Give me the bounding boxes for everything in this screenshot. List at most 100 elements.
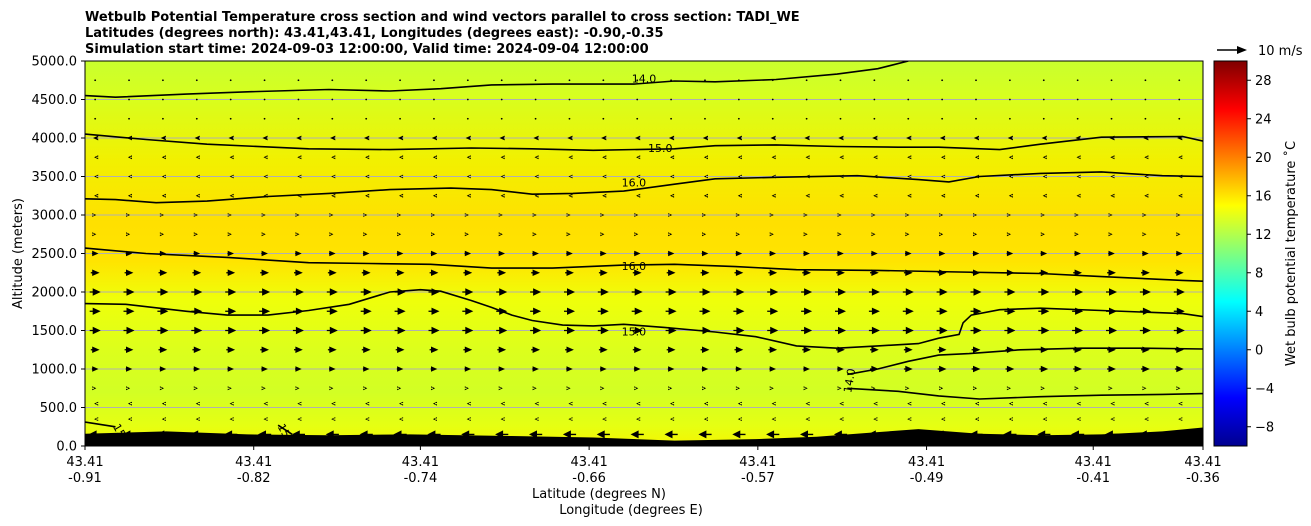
wind-vector [128,79,130,82]
wind-vector [632,269,642,276]
x-tick-lon-label-7: -0.36 [1186,471,1220,486]
wind-vector [1076,174,1081,179]
wind-vector [195,79,198,82]
wind-vector [431,135,437,141]
wind-vector [123,288,135,296]
wind-vector [159,366,167,372]
wind-vector [91,366,99,372]
contour-line-6 [847,387,1203,400]
wind-vector [394,326,406,335]
wind-vector [534,155,539,160]
wind-vector [360,326,372,335]
wind-vector [564,307,575,315]
wind-vector [873,417,878,421]
wind-vector [260,269,269,276]
wind-vector [500,79,503,82]
wind-vector [399,98,401,101]
wind-vector [767,307,779,315]
wind-vector [399,174,404,179]
y-tick-label-9: 4500.0 [32,93,78,108]
wind-vector [1110,174,1115,179]
wind-vector [195,174,200,179]
wind-vector [331,174,336,179]
wind-vector [564,326,575,335]
wind-vector [89,326,101,335]
wind-vector [399,193,404,198]
plot-area: 14.0 15.0 16.0 16.0 15.0 14.0 15 15 [85,61,1203,446]
wind-vector [633,366,641,372]
wind-vector [1076,417,1081,421]
wind-vector [568,117,571,120]
wind-vector [937,269,947,276]
wind-vector [668,232,673,237]
wind-vector [1176,386,1181,391]
colorbar-tick-label-0: −8 [1255,420,1274,435]
y-tick-label-10: 5000.0 [32,55,78,70]
wind-vector [907,417,912,421]
wind-vector [327,346,337,353]
wind-vector [871,250,878,257]
wind-vector [1110,193,1115,198]
contour-label-3: 16.0 [622,260,647,273]
wind-vector [1040,250,1048,257]
wind-vector [497,346,507,353]
wind-vector [229,98,232,101]
wind-vector [161,174,166,179]
wind-vector [737,117,740,120]
wind-vector [735,213,740,217]
wind-vector [90,346,100,353]
wind-vector [737,98,740,101]
wind-vector [496,326,508,335]
x-tick-lat-label-0: 43.41 [66,455,103,470]
wind-vector [297,98,300,101]
wind-vector [733,288,745,296]
colorbar-tick-label-6: 16 [1255,189,1272,204]
wind-vector [466,98,469,101]
wind-vector [1107,365,1116,373]
wind-vector [432,193,437,198]
wind-vector [127,155,132,160]
wind-vector [839,98,842,101]
wind-vector [1141,346,1150,353]
wind-vector [1106,326,1117,335]
wind-vector [1008,401,1013,406]
wind-vector [973,135,979,141]
wind-vector [195,98,198,101]
x-tick-lat-label-4: 43.41 [739,455,776,470]
wind-vector [1040,213,1045,217]
x-tick-lon-label-1: -0.82 [237,471,271,486]
wind-vector [802,346,811,353]
wind-vector [1178,79,1181,82]
wind-vector [128,117,130,120]
wind-vector [631,288,643,296]
wind-vector [399,155,404,160]
wind-vector [565,269,574,276]
wind-vector [733,307,745,315]
wind-vector [1042,174,1047,179]
wind-vector [499,135,505,141]
wind-vector [1076,155,1081,160]
contour-line-1 [85,133,1203,152]
wind-vector [769,366,776,372]
wind-vector [970,288,982,296]
wind-vector [498,386,503,391]
wind-vector [433,98,435,101]
wind-vector [193,366,201,372]
wind-vector [1042,155,1047,160]
wind-vector [566,366,573,372]
wind-vector [500,193,505,198]
wind-vector [941,98,944,101]
wind-vector [125,366,133,372]
y-tick-label-1: 500.0 [40,401,77,416]
contour-line-0 [85,61,909,99]
wind-vector [94,193,99,198]
wind-vector [363,386,368,391]
wind-vector [1173,307,1185,315]
wind-vector [837,213,842,217]
wind-vector [461,430,475,439]
wind-vector [226,269,236,276]
x-axis: 43.41-0.9143.41-0.8243.41-0.7443.41-0.66… [66,446,1222,486]
wind-vector [1037,430,1051,439]
wind-vector [1110,117,1113,120]
wind-vector [839,155,844,160]
